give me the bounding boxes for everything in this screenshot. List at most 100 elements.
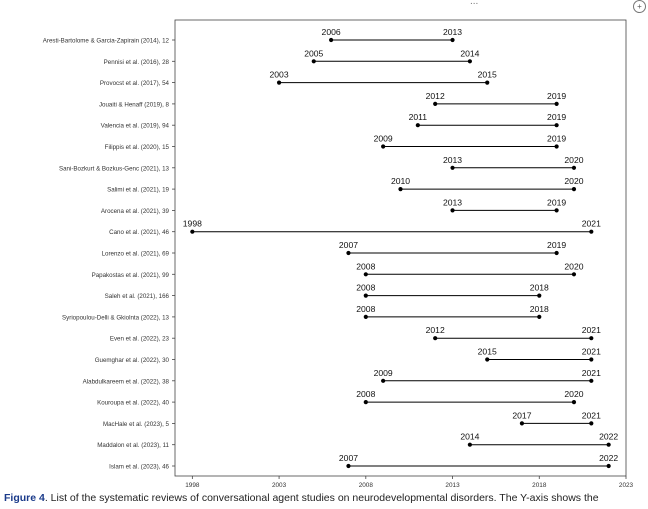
range-row: 2013 2019 bbox=[443, 197, 566, 213]
range-end-point bbox=[485, 80, 490, 85]
x-axis: 1998 2003 2008 2013 2018 2023 bbox=[185, 476, 634, 489]
range-row: 2008 2018 bbox=[356, 283, 549, 298]
range-start-point bbox=[467, 442, 472, 447]
end-year-label: 2021 bbox=[582, 347, 601, 357]
range-start-point bbox=[485, 357, 490, 362]
x-tick-label: 2018 bbox=[532, 482, 547, 489]
range-start-point bbox=[276, 80, 282, 85]
range-end-point bbox=[589, 421, 594, 426]
y-tick-label: Islam et al. (2023), 46 bbox=[109, 464, 169, 471]
x-tick-label: 2008 bbox=[359, 482, 374, 489]
y-tick-label: Kouroupa et al. (2022), 40 bbox=[97, 400, 169, 407]
range-end-point bbox=[589, 229, 594, 234]
range-start-point bbox=[346, 250, 351, 256]
range-start-point bbox=[450, 208, 455, 213]
y-tick-label: Cano et al. (2021), 46 bbox=[109, 229, 169, 236]
end-year-label: 2021 bbox=[582, 219, 601, 229]
start-year-label: 2003 bbox=[270, 70, 289, 80]
range-end-point bbox=[606, 442, 611, 447]
y-tick-label: Saleh et al. (2021), 166 bbox=[105, 293, 170, 300]
range-row: 2005 2014 bbox=[304, 48, 480, 64]
y-tick-label: Even et al. (2022), 23 bbox=[110, 336, 170, 343]
range-end-point bbox=[606, 463, 611, 469]
range-end-point bbox=[450, 37, 455, 43]
range-row: 1998 2021 bbox=[183, 219, 601, 234]
range-row: 2010 2020 bbox=[391, 176, 584, 192]
range-start-point bbox=[519, 421, 525, 426]
range-end-point bbox=[537, 314, 542, 319]
range-row: 2003 2015 bbox=[270, 70, 497, 85]
x-tick-label: 2023 bbox=[619, 482, 634, 489]
range-start-point bbox=[381, 378, 386, 383]
ranges: 2006 2013 2005 2014 2003 2015 2012 2019 2011 2019… bbox=[183, 27, 618, 469]
y-tick-label: Valencia et al. (2019), 94 bbox=[101, 123, 170, 130]
range-row: 2015 2021 bbox=[478, 347, 601, 362]
end-year-label: 2018 bbox=[530, 304, 549, 314]
range-end-point bbox=[554, 123, 559, 128]
figure-caption: Figure 4. List of the systematic reviews… bbox=[4, 492, 648, 504]
y-tick-label: Syriopoulou-Delli & Gkiolnta (2022), 13 bbox=[62, 314, 170, 321]
range-row: 2017 2021 bbox=[512, 410, 601, 426]
range-start-point bbox=[346, 463, 351, 469]
y-tick-label: Pennisi et al. (2016), 28 bbox=[104, 59, 170, 66]
start-year-label: 2011 bbox=[409, 112, 428, 122]
page-header-fragment: ... bbox=[470, 0, 479, 7]
start-year-label: 2005 bbox=[304, 48, 323, 58]
range-start-point bbox=[433, 336, 438, 341]
range-start-point bbox=[398, 187, 403, 192]
range-start-point bbox=[363, 400, 368, 405]
end-year-label: 2022 bbox=[599, 453, 618, 463]
y-tick-label: Provocst et al. (2017), 54 bbox=[100, 80, 170, 87]
start-year-label: 2008 bbox=[356, 389, 375, 399]
range-row: 2013 2020 bbox=[443, 155, 584, 170]
y-tick-label: Guemghar et al. (2022), 30 bbox=[95, 357, 170, 364]
start-year-label: 2013 bbox=[443, 197, 462, 207]
y-tick-label: Sani-Bozkurt & Bozkus-Genc (2021), 13 bbox=[59, 165, 170, 172]
range-row: 2007 2022 bbox=[339, 453, 618, 469]
range-start-point bbox=[190, 229, 195, 234]
range-row: 2014 2022 bbox=[460, 432, 618, 447]
start-year-label: 2009 bbox=[374, 134, 393, 144]
range-end-point bbox=[537, 293, 542, 298]
end-year-label: 2020 bbox=[564, 176, 583, 186]
end-year-label: 2019 bbox=[547, 240, 566, 250]
x-tick-label: 2003 bbox=[272, 482, 287, 489]
y-tick-label: Salimi et al. (2021), 19 bbox=[107, 187, 169, 194]
range-end-point bbox=[571, 272, 577, 277]
end-year-label: 2015 bbox=[478, 70, 497, 80]
range-row: 2009 2019 bbox=[374, 134, 566, 149]
y-tick-label: MacHale et al. (2023), 5 bbox=[103, 421, 170, 428]
end-year-label: 2013 bbox=[443, 27, 462, 37]
y-tick-label: Papakostas et al. (2021), 99 bbox=[92, 272, 170, 279]
range-row: 2008 2020 bbox=[356, 389, 584, 405]
start-year-label: 2010 bbox=[391, 176, 410, 186]
y-tick-label: Alabdulkareem et al. (2022), 38 bbox=[83, 378, 170, 385]
range-end-point bbox=[571, 165, 577, 170]
range-start-point bbox=[329, 37, 334, 43]
start-year-label: 2014 bbox=[460, 432, 479, 442]
range-start-point bbox=[363, 314, 368, 319]
range-row: 2009 2021 bbox=[374, 368, 601, 383]
start-year-label: 2006 bbox=[322, 27, 341, 37]
range-end-point bbox=[554, 144, 559, 149]
start-year-label: 2008 bbox=[356, 283, 375, 293]
x-tick-label: 1998 bbox=[185, 482, 200, 489]
range-start-point bbox=[433, 101, 438, 106]
end-year-label: 2014 bbox=[460, 48, 479, 58]
range-row: 2011 2019 bbox=[409, 112, 566, 128]
y-tick-label: Filippis et al. (2020), 15 bbox=[105, 144, 170, 151]
figure-label: Figure 4 bbox=[4, 492, 45, 504]
range-start-point bbox=[415, 123, 420, 128]
range-end-point bbox=[589, 378, 594, 383]
end-year-label: 2020 bbox=[564, 261, 583, 271]
end-year-label: 2019 bbox=[547, 112, 566, 122]
range-end-point bbox=[554, 250, 559, 256]
y-tick-label: Arocena et al. (2021), 39 bbox=[101, 208, 170, 215]
range-end-point bbox=[554, 208, 559, 213]
range-start-point bbox=[363, 272, 368, 277]
start-year-label: 2012 bbox=[426, 91, 445, 101]
start-year-label: 2007 bbox=[339, 240, 358, 250]
end-year-label: 2018 bbox=[530, 283, 549, 293]
end-year-label: 2020 bbox=[564, 389, 583, 399]
range-row: 2008 2020 bbox=[356, 261, 584, 277]
